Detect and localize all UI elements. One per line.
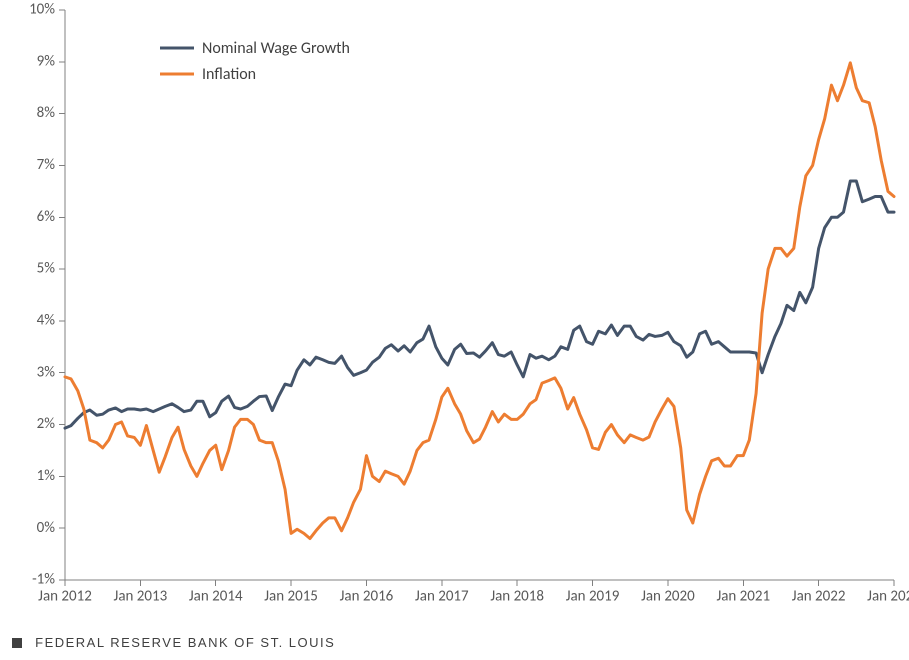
y-tick-label: 10%: [29, 1, 55, 19]
source-text: FEDERAL RESERVE BANK OF ST. LOUIS: [35, 635, 335, 650]
series-inflation: [65, 63, 894, 539]
line-chart: -1% 0% 1% 2% 3% 4% 5% 6% 7% 8% 9% 10% Jan 2012 Jan 20…: [0, 0, 909, 620]
x-tick-label: Jan 2015: [264, 587, 318, 605]
x-tick-label: Jan 2019: [566, 587, 620, 605]
x-tick-label: Jan 2016: [340, 587, 394, 605]
y-tick-label: 6%: [37, 208, 56, 226]
chart-container: -1% 0% 1% 2% 3% 4% 5% 6% 7% 8% 9% 10% Jan 2012 Jan 20…: [0, 0, 909, 660]
y-tick-label: 3%: [37, 363, 56, 381]
x-tick-label: Jan 2021: [716, 587, 770, 605]
source-bullet-icon: [12, 638, 22, 648]
x-tick-label: Jan 2022: [792, 587, 846, 605]
x-tick-label: Jan 2014: [189, 587, 243, 605]
x-tick-label: Jan 2018: [490, 587, 544, 605]
y-tick-label: 0%: [37, 519, 56, 537]
y-tick-label: 9%: [37, 52, 56, 70]
legend-label: Nominal Wage Growth: [202, 39, 350, 58]
series-wage: [65, 181, 894, 428]
y-tick-label: 2%: [37, 415, 56, 433]
x-tick-label: Jan 2020: [641, 587, 695, 605]
x-tick-label: Jan 2012: [38, 587, 92, 605]
y-tick-label: 8%: [37, 104, 56, 122]
y-tick-label: 1%: [37, 467, 56, 485]
y-tick-label: 4%: [37, 311, 56, 329]
legend: Nominal Wage Growth Inflation: [160, 39, 350, 84]
y-tick-label: 7%: [37, 156, 56, 174]
x-tick-label: Jan 2017: [415, 587, 469, 605]
legend-label: Inflation: [202, 65, 256, 84]
x-tick-label: Jan 2023: [867, 587, 909, 605]
source-attribution: FEDERAL RESERVE BANK OF ST. LOUIS: [12, 634, 335, 650]
y-tick-label: 5%: [37, 260, 56, 278]
y-tick-label: -1%: [32, 571, 55, 589]
x-tick-label: Jan 2013: [114, 587, 168, 605]
